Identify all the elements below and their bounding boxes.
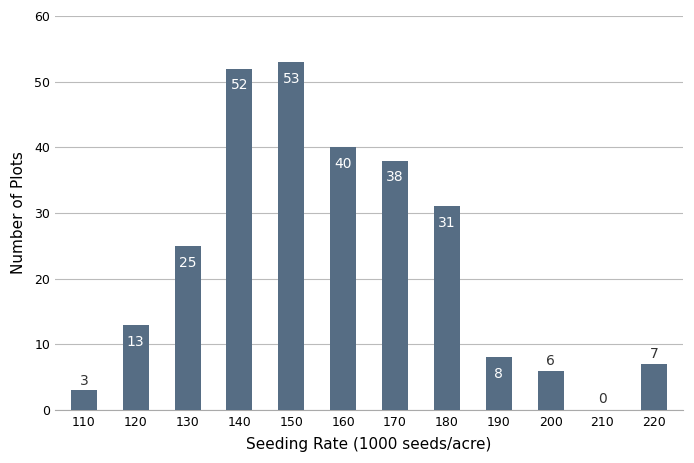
Bar: [538, 370, 564, 410]
Bar: [226, 69, 253, 410]
Text: 13: 13: [127, 334, 144, 349]
Text: 53: 53: [282, 72, 300, 86]
Bar: [382, 161, 408, 410]
Bar: [175, 246, 201, 410]
Y-axis label: Number of Plots: Number of Plots: [11, 151, 26, 275]
X-axis label: Seeding Rate (1000 seeds/acre): Seeding Rate (1000 seeds/acre): [246, 437, 492, 452]
Bar: [486, 357, 511, 410]
Text: 0: 0: [598, 392, 607, 406]
Text: 3: 3: [79, 374, 88, 388]
Text: 7: 7: [650, 347, 659, 362]
Text: 40: 40: [335, 157, 352, 171]
Bar: [278, 62, 304, 410]
Bar: [330, 147, 356, 410]
Bar: [71, 390, 96, 410]
Text: 52: 52: [230, 78, 248, 93]
Text: 8: 8: [494, 367, 503, 382]
Bar: [641, 364, 668, 410]
Bar: [123, 325, 149, 410]
Bar: [434, 206, 460, 410]
Text: 31: 31: [438, 216, 456, 230]
Text: 6: 6: [546, 354, 555, 368]
Text: 38: 38: [387, 170, 404, 184]
Text: 25: 25: [179, 256, 196, 270]
